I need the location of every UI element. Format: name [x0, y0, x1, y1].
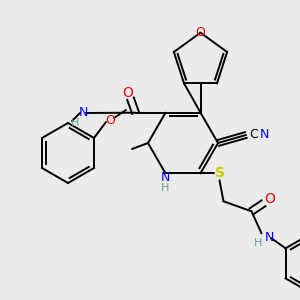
Text: O: O: [122, 86, 133, 100]
Text: H: H: [161, 183, 170, 193]
Text: N: N: [161, 171, 170, 184]
Text: H: H: [71, 118, 79, 128]
Text: S: S: [214, 166, 224, 180]
Text: C: C: [249, 128, 258, 140]
Text: O: O: [196, 26, 206, 39]
Text: O: O: [105, 113, 115, 127]
Text: N: N: [260, 128, 269, 140]
Text: O: O: [264, 192, 275, 206]
Text: N: N: [78, 106, 88, 119]
Text: H: H: [254, 238, 263, 248]
Text: N: N: [265, 231, 274, 244]
